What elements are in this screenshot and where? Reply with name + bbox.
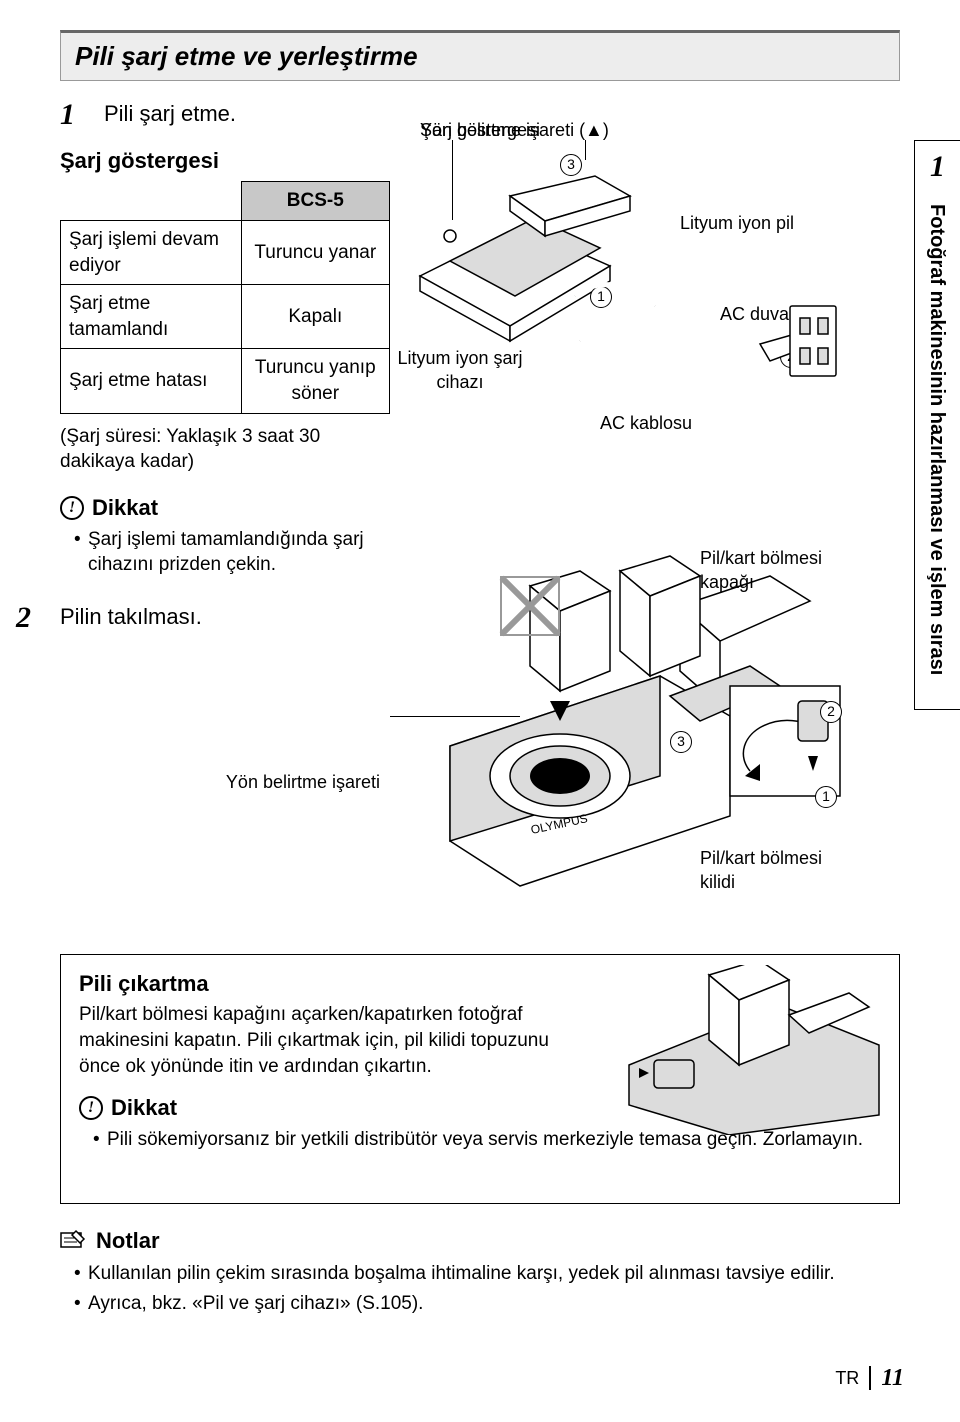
list-item: Kullanılan pilin çekim sırasında boşalma…: [74, 1261, 900, 1287]
remove-battery-section: Pili çıkartma Pil/kart bölmesi kapağını …: [60, 954, 900, 1204]
cover-label: Pil/kart bölmesi kapağı: [700, 546, 850, 595]
indicator-heading: Şarj göstergesi: [60, 146, 390, 176]
notes-list: Kullanılan pilin çekim sırasında boşalma…: [60, 1261, 900, 1316]
direction-mark-label-top: Yön belirtme işareti (▲): [420, 118, 609, 142]
remove-caution-label: Dikkat: [111, 1093, 177, 1123]
diagram2-step-2: 2: [820, 701, 842, 723]
notes-label: Notlar: [96, 1226, 160, 1256]
notes-icon: [60, 1229, 86, 1251]
cable-drawing: [560, 266, 840, 416]
table-row: Şarj etme hatası: [61, 349, 242, 413]
li-ion-battery-label: Lityum iyon pil: [680, 211, 794, 235]
page-title-bar: Pili şarj etme ve yerleştirme: [60, 30, 900, 81]
footer-page: 11: [881, 1362, 904, 1394]
diagram2-step-1: 1: [815, 786, 837, 808]
remove-drawing: [619, 965, 889, 1135]
step-2-num: 2: [16, 598, 46, 639]
step-1-num: 1: [60, 95, 90, 136]
caution-icon: !: [79, 1096, 103, 1120]
remove-text: Pil/kart bölmesi kapağını açarken/kapatı…: [79, 1002, 549, 1079]
table-header: BCS-5: [241, 182, 389, 221]
notes-heading: Notlar: [60, 1226, 900, 1256]
caution-list: Şarj işlemi tamamlandığında şarj cihazın…: [60, 527, 390, 578]
table-row: Şarj etme tamamlandı: [61, 285, 242, 349]
table-row: Şarj işlemi devam ediyor: [61, 220, 242, 284]
charger-diagram: Şarj göstergesi Yön belirtme işareti (▲)…: [420, 146, 900, 926]
diagram-step-3: 3: [560, 154, 582, 176]
wrong-orientation-icon: [500, 576, 560, 636]
list-item: Ayrıca, bkz. «Pil ve şarj cihazı» (S.105…: [74, 1291, 900, 1317]
step-2-text: Pilin takılması.: [60, 598, 202, 632]
chapter-title: Fotoğraf makinesinin hazırlanması ve işl…: [915, 188, 958, 708]
charge-indicator-table: BCS-5 Şarj işlemi devam ediyor Turuncu y…: [60, 181, 390, 413]
direction-mark-label-bottom: Yön belirtme işareti: [226, 770, 380, 794]
footer-lang: TR: [835, 1366, 871, 1390]
table-row: Turuncu yanar: [241, 220, 389, 284]
caution-icon: !: [60, 496, 84, 520]
list-item: Şarj işlemi tamamlandığında şarj cihazın…: [74, 527, 390, 578]
table-row: Turuncu yanıp söner: [241, 349, 389, 413]
caution-heading: ! Dikkat: [60, 493, 390, 523]
table-row: Kapalı: [241, 285, 389, 349]
chapter-num: 1: [915, 141, 960, 188]
charge-time-note: (Şarj süresi: Yaklaşık 3 saat 30 dakikay…: [60, 424, 390, 475]
page-title: Pili şarj etme ve yerleştirme: [75, 41, 418, 71]
lock-label: Pil/kart bölmesi kilidi: [700, 846, 850, 895]
caution-label: Dikkat: [92, 493, 158, 523]
diagram2-step-3: 3: [670, 731, 692, 753]
step-2: 2 Pilin takılması.: [16, 598, 390, 639]
step-1-text: Pili şarj etme.: [104, 95, 236, 129]
chapter-tab: 1 Fotoğraf makinesinin hazırlanması ve i…: [914, 140, 960, 710]
page-footer: TR 11: [835, 1362, 904, 1394]
